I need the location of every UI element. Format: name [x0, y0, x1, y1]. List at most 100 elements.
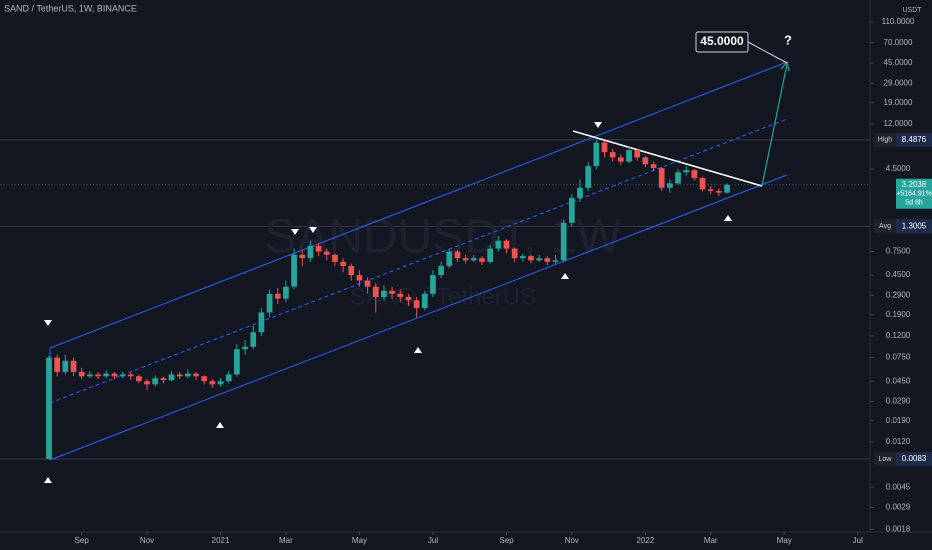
- candle-body: [716, 190, 722, 193]
- candle-body: [642, 157, 649, 165]
- y-tick-label: 0.0120: [886, 437, 911, 446]
- candle-body: [658, 168, 665, 188]
- candle-body: [323, 251, 330, 255]
- axis-unit: USDT: [902, 7, 922, 14]
- candle-body: [593, 142, 600, 167]
- chart-title: SAND / TetherUS, 1W, BINANCE: [4, 3, 137, 13]
- candle-body: [364, 280, 371, 287]
- candle-body: [430, 275, 436, 294]
- candle-body: [168, 374, 175, 381]
- candle-body: [299, 254, 306, 259]
- candle-body: [707, 189, 714, 191]
- candle-body: [119, 374, 126, 377]
- candle-body: [381, 290, 387, 297]
- y-tick-label: 0.0029: [886, 503, 911, 512]
- candle-body: [601, 142, 608, 153]
- arrow-down: [594, 122, 602, 128]
- y-tick-label: 29.0000: [884, 78, 913, 87]
- candle-body: [372, 286, 379, 297]
- candle-body: [634, 150, 641, 158]
- candle-body: [560, 222, 567, 261]
- y-tick-label: 0.0045: [886, 482, 911, 491]
- candle-body: [724, 184, 730, 193]
- candle-body: [160, 378, 167, 381]
- watermark: SANDUSDT, 1W: [264, 211, 622, 264]
- candle-body: [258, 312, 265, 333]
- candle-body: [315, 245, 322, 252]
- candle-body: [136, 376, 142, 382]
- x-tick-label: Mar: [279, 536, 293, 545]
- channel-upper: [49, 61, 788, 349]
- candle-body: [503, 240, 510, 249]
- arrow-down: [309, 227, 317, 233]
- target-arrow: [761, 63, 788, 187]
- x-tick-label: Nov: [140, 536, 154, 545]
- candle-body: [193, 373, 199, 377]
- marker-tag: [874, 219, 896, 234]
- candle-body: [78, 371, 85, 377]
- x-tick-label: Jul: [853, 536, 863, 545]
- candle-body: [127, 374, 134, 377]
- arrow-up: [414, 347, 422, 353]
- candle-body: [340, 261, 346, 266]
- y-tick-label: 19.0000: [884, 98, 913, 107]
- candle-body: [291, 254, 297, 287]
- callout-line: [747, 41, 788, 64]
- channel-lower: [49, 174, 788, 461]
- arrow-down: [291, 229, 299, 235]
- marker-value-box: [896, 451, 932, 466]
- candle-body: [577, 187, 583, 199]
- y-tick-label: 0.2900: [886, 290, 911, 299]
- candle-body: [46, 357, 52, 459]
- candle-body: [667, 183, 673, 188]
- y-tick-label: 12.0000: [884, 119, 913, 128]
- candle-body: [495, 240, 502, 249]
- candle-body: [691, 170, 698, 179]
- marker-value: 0.0083: [902, 454, 927, 463]
- arrow-up: [216, 422, 224, 428]
- x-tick-label: Jul: [428, 536, 438, 545]
- callout-note: ?: [784, 32, 792, 47]
- candle-body: [176, 374, 183, 377]
- x-tick-label: 2022: [636, 536, 654, 545]
- candle-body: [348, 265, 355, 276]
- candle-body: [87, 374, 93, 377]
- watermark-subtitle: SAND / TetherUS: [350, 283, 536, 310]
- arrow-up: [561, 273, 569, 279]
- candle-body: [103, 373, 110, 377]
- marker-tag: [874, 132, 896, 147]
- marker-tag: [874, 451, 896, 466]
- candle-body: [552, 260, 559, 262]
- candle-body: [152, 378, 159, 385]
- candle-body: [332, 254, 338, 262]
- x-tick-label: Nov: [565, 536, 579, 545]
- y-tick-label: 0.1200: [886, 331, 911, 340]
- y-tick-label: 0.0018: [886, 524, 911, 533]
- x-tick-label: May: [352, 536, 367, 545]
- arrow-up: [44, 477, 52, 483]
- y-tick-label: 110.0000: [882, 17, 915, 26]
- x-tick-label: 2021: [212, 536, 230, 545]
- candle-body: [54, 357, 61, 372]
- y-tick-label: 70.0000: [884, 38, 913, 47]
- candle-body: [609, 152, 616, 158]
- candle-body: [413, 300, 420, 309]
- triangles: [44, 122, 732, 483]
- marker-label: Avg: [879, 223, 891, 230]
- candle-body: [421, 293, 428, 309]
- callout-box: [695, 31, 749, 53]
- marker-value-box: [896, 132, 932, 147]
- candle-body: [544, 258, 551, 262]
- candle-body: [356, 275, 363, 281]
- candle-body: [209, 381, 216, 385]
- candle-body: [683, 170, 690, 173]
- candle-body: [95, 374, 101, 377]
- candle-body: [675, 172, 681, 184]
- candle-body: [266, 293, 273, 313]
- overlays: [0, 139, 870, 460]
- candle-body: [568, 198, 575, 223]
- x-tick-label: May: [777, 536, 792, 545]
